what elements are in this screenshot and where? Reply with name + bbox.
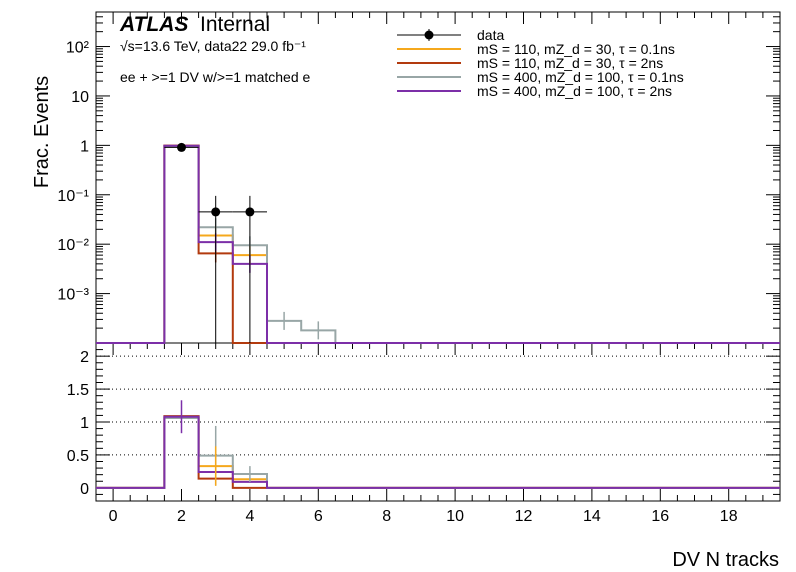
y-tick-label: 10²: [66, 40, 90, 57]
main-histograms: [96, 144, 780, 344]
selection-label: ee + >=1 DV w/>=1 matched e: [120, 69, 311, 85]
data-points: [164, 142, 267, 343]
main-y-axis: 10⁻³ 10⁻² 10⁻¹ 1 10 10²: [57, 11, 780, 344]
x-tick-label: 0: [109, 508, 118, 525]
ratio-y-tick-label: 0.5: [67, 448, 89, 465]
x-tick-label: 6: [314, 508, 323, 525]
x-axis-title: DV N tracks: [672, 549, 779, 571]
data-point: [211, 207, 221, 217]
x-tick-label: 8: [382, 508, 391, 525]
x-tick-label: 16: [651, 508, 669, 525]
x-tick-label: 10: [446, 508, 464, 525]
y-tick-label: 10: [71, 89, 89, 106]
legend-label: mS = 400, mZ_d = 100, τ = 2ns: [477, 83, 672, 99]
x-tick-label: 18: [720, 508, 738, 525]
y-tick-label: 1: [80, 138, 89, 155]
legend-label: mS = 110, mZ_d = 30, τ = 2ns: [477, 55, 663, 71]
ratio-y-tick-label: 2: [80, 349, 89, 366]
y-tick-label: 10⁻¹: [57, 188, 89, 205]
y-tick-label: 10⁻³: [57, 287, 89, 304]
ratio-y-tick-label: 1.5: [67, 382, 89, 399]
ratio-y-tick-label: 0: [80, 481, 89, 498]
hist-series: [96, 144, 780, 344]
ratio-y-axis: 0 0.5 1 1.5 2: [67, 349, 780, 498]
legend-label: mS = 110, mZ_d = 30, τ = 0.1ns: [477, 41, 675, 57]
atlas-label: ATLAS: [119, 13, 188, 36]
y-axis-title: Frac. Events: [31, 76, 53, 188]
x-tick-label: 2: [177, 508, 186, 525]
status-label: Internal: [200, 13, 270, 36]
ratio-y-tick-label: 1: [80, 415, 89, 432]
ratio-histograms: [96, 400, 780, 489]
energy-lumi-label: √s=13.6 TeV, data22 29.0 fb⁻¹: [120, 38, 306, 54]
legend-label: data: [477, 27, 504, 43]
y-tick-label: 10⁻²: [57, 237, 89, 254]
data-point: [245, 207, 255, 217]
x-tick-label: 12: [515, 508, 533, 525]
legend-marker-point: [424, 30, 434, 40]
data-point: [177, 142, 186, 152]
x-tick-label: 4: [245, 508, 254, 525]
legend-label: mS = 400, mZ_d = 100, τ = 0.1ns: [477, 69, 684, 85]
x-tick-label: 14: [583, 508, 601, 525]
ratio-series: [96, 415, 780, 489]
